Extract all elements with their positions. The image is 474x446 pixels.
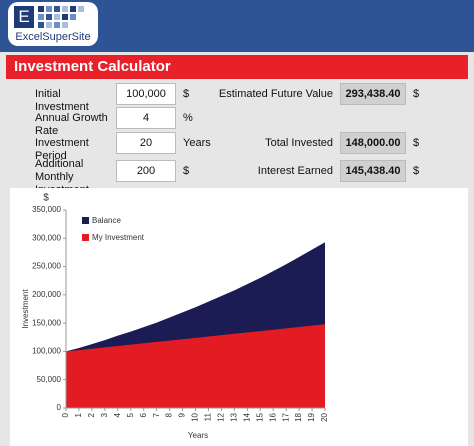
input-unit: $ — [183, 88, 190, 100]
x-tick-label: 19 — [307, 412, 316, 421]
y-tick-label: 50,000 — [37, 375, 62, 384]
input-field[interactable]: 100,000 — [116, 83, 176, 105]
chart: $ Investment Years Balance My Investment 0… — [10, 188, 468, 446]
x-tick-label: 1 — [74, 412, 83, 417]
x-tick-label: 18 — [294, 412, 303, 421]
input-field[interactable]: 4 — [116, 107, 176, 129]
x-tick-label: 8 — [165, 412, 174, 417]
logo-text: ExcelSuperSite — [15, 31, 91, 43]
output-value: 293,438.40 — [340, 83, 406, 105]
x-tick-label: 2 — [87, 412, 96, 417]
output-unit: $ — [413, 165, 420, 177]
output-value: 148,000.00 — [340, 132, 406, 154]
logo[interactable]: E ExcelSuperSite — [8, 2, 98, 46]
input-label: Investment Period — [35, 137, 89, 162]
input-unit: $ — [183, 165, 190, 177]
output-value: 145,438.40 — [340, 160, 406, 182]
x-tick-label: 9 — [178, 412, 187, 417]
output-label: Total Invested — [265, 137, 333, 149]
output-label: Estimated Future Value — [218, 88, 333, 100]
x-tick-label: 5 — [126, 412, 135, 417]
y-tick-label: 0 — [57, 403, 62, 412]
y-unit: $ — [43, 193, 49, 204]
x-tick-label: 20 — [320, 412, 329, 421]
x-axis-title: Years — [188, 431, 208, 440]
legend-label: My Investment — [92, 233, 145, 242]
x-tick-label: 6 — [139, 412, 148, 417]
input-label: Initial Investment — [35, 88, 89, 113]
x-tick-label: 14 — [242, 412, 251, 421]
y-tick-label: 300,000 — [32, 233, 61, 242]
x-tick-label: 13 — [229, 412, 238, 421]
x-tick-label: 11 — [204, 412, 213, 421]
y-axis-title: Investment — [21, 289, 30, 329]
input-label: Annual Growth Rate — [35, 112, 108, 137]
input-unit: Years — [183, 137, 211, 149]
x-tick-label: 16 — [268, 412, 277, 421]
output-unit: $ — [413, 137, 420, 149]
x-tick-label: 10 — [191, 412, 200, 421]
y-tick-label: 250,000 — [32, 262, 61, 271]
y-tick-label: 100,000 — [32, 347, 61, 356]
input-unit: % — [183, 112, 193, 124]
y-tick-label: 350,000 — [32, 205, 61, 214]
legend-swatch — [82, 234, 89, 241]
x-tick-label: 12 — [217, 412, 226, 421]
x-tick-label: 3 — [100, 412, 109, 417]
x-tick-label: 7 — [152, 412, 161, 417]
legend-swatch — [82, 217, 89, 224]
x-tick-label: 17 — [281, 412, 290, 421]
input-field[interactable]: 20 — [116, 132, 176, 154]
logo-letter: E — [14, 6, 34, 28]
x-tick-label: 4 — [113, 412, 122, 417]
y-tick-label: 200,000 — [32, 290, 61, 299]
output-unit: $ — [413, 88, 420, 100]
area — [66, 324, 325, 408]
x-tick-label: 0 — [61, 412, 70, 417]
output-label: Interest Earned — [257, 165, 333, 177]
y-tick-label: 150,000 — [32, 318, 61, 327]
legend-label: Balance — [92, 216, 121, 225]
header: E ExcelSuperSite — [0, 0, 474, 52]
title: Investment Calculator — [6, 55, 468, 79]
x-tick-label: 15 — [255, 412, 264, 421]
input-field[interactable]: 200 — [116, 160, 176, 182]
